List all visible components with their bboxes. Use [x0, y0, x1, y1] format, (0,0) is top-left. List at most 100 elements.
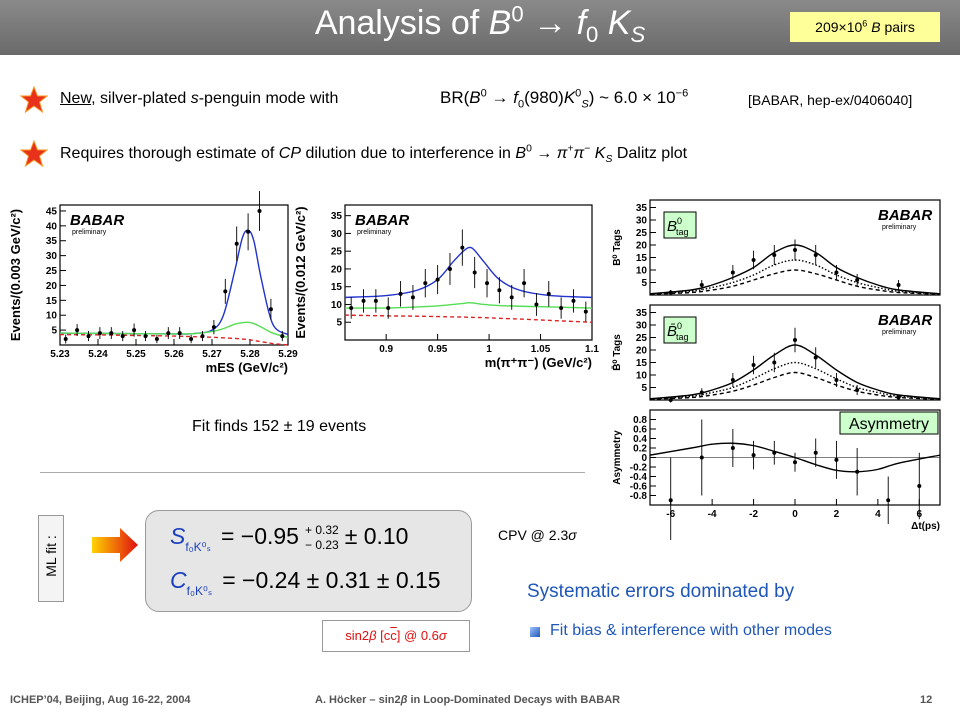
y-tick-label: 30: [636, 321, 648, 332]
data-point: [699, 283, 704, 287]
data-point: [751, 453, 756, 458]
text: π: [573, 145, 585, 162]
tag-text: tag: [676, 227, 689, 237]
y-tick-label: 0.6: [633, 425, 647, 436]
data-point: [772, 360, 777, 365]
x-tick-label: 0.9: [379, 344, 393, 355]
y-axis-label: B⁰ Tags: [612, 229, 623, 266]
data-point: [699, 390, 704, 395]
data-point: [559, 306, 564, 311]
y-tick-label: -0.4: [630, 472, 648, 483]
y-tick-label: 40: [46, 221, 58, 232]
text: CPV @ 2.3: [498, 527, 569, 543]
text: ) ~ 6.0 × 10: [588, 88, 676, 107]
title-text: f: [576, 4, 587, 42]
y-tick-label: 35: [636, 308, 648, 319]
badge: 209×106 B pairs: [790, 12, 940, 42]
text: f₀K⁰ₛ: [186, 584, 213, 598]
y-tick-label: 5: [51, 326, 57, 337]
fit-curve: [649, 361, 941, 400]
data-point: [63, 337, 68, 342]
x-tick-label: 5.26: [164, 349, 184, 360]
text: −: [584, 143, 591, 155]
tag-text: B̄: [667, 323, 677, 340]
data-point: [132, 328, 137, 333]
bullet-text: New, silver-plated s-penguin mode with: [60, 90, 338, 108]
text: →: [531, 145, 557, 162]
y-tick-label: 30: [636, 216, 648, 227]
data-point: [896, 395, 901, 400]
x-tick-label: 1.05: [531, 344, 551, 355]
data-point: [534, 302, 539, 307]
data-point: [349, 306, 354, 311]
data-point: [268, 307, 273, 312]
fit-curve: [344, 246, 593, 299]
y-axis-label: B̄⁰ Tags: [611, 334, 623, 371]
data-point: [109, 331, 114, 336]
logo-note: preliminary: [357, 229, 392, 236]
text: ] @ 0.6: [396, 628, 439, 643]
text: (980): [524, 88, 564, 107]
text: 0: [480, 87, 487, 100]
y-tick-label: 35: [636, 203, 648, 214]
text: β: [369, 628, 377, 643]
data-point: [423, 281, 428, 286]
fit-curve: [649, 259, 941, 295]
y-tick-label: 45: [46, 206, 58, 217]
fit-curve: [59, 333, 289, 346]
x-axis-label: Δt(ps): [911, 521, 940, 532]
fit-curve: [649, 269, 941, 295]
data-point: [834, 378, 839, 382]
text: ± 0.10: [344, 523, 409, 550]
title-text: 0: [586, 21, 599, 47]
data-point: [472, 270, 477, 275]
text: K: [563, 88, 576, 107]
x-tick-label: 5.25: [126, 349, 146, 360]
data-point: [257, 208, 262, 213]
separator: [40, 472, 585, 473]
text: f₀K⁰ₛ: [185, 540, 211, 555]
data-point: [75, 328, 80, 333]
text: +: [567, 143, 574, 155]
y-tick-label: 5: [336, 318, 342, 329]
text: →: [486, 88, 514, 107]
logo-note: preliminary: [882, 329, 917, 336]
y-tick-label: 20: [46, 281, 58, 292]
text: CP: [278, 145, 302, 162]
y-tick-label: 30: [46, 251, 58, 262]
y-tick-label: 20: [636, 241, 648, 252]
y-tick-label: 10: [331, 300, 343, 311]
x-tick-label: 4: [875, 509, 881, 520]
data-point: [410, 295, 415, 300]
text: − 0.23: [304, 538, 339, 552]
data-point: [699, 455, 704, 460]
text: β: [400, 694, 408, 706]
text: B: [469, 88, 481, 107]
text: π: [556, 145, 568, 162]
data-point: [886, 498, 891, 503]
data-point: [730, 378, 735, 382]
tag-box: [839, 411, 939, 435]
title: Analysis of B0 → f0 KS: [0, 3, 960, 45]
data-point: [583, 309, 588, 314]
y-tick-label: 10: [46, 311, 58, 322]
data-point: [485, 281, 490, 286]
data-point: [793, 338, 797, 342]
data-point: [246, 229, 251, 234]
data-point: [855, 388, 860, 392]
ml-fit-label: ML fit :: [43, 535, 59, 577]
text: σ: [568, 527, 577, 543]
footer-center: A. Höcker – sin2β in Loop-Dominated Deca…: [315, 694, 620, 706]
data-point: [200, 334, 205, 339]
data-point: [497, 288, 502, 293]
y-tick-label: 15: [331, 282, 343, 293]
data-point: [143, 334, 148, 339]
data-point: [223, 289, 228, 294]
text: B: [515, 145, 527, 162]
text: K: [590, 145, 606, 162]
fit-curve: [344, 301, 593, 309]
data-point: [855, 469, 860, 474]
x-axis-label: mES (GeV/c²): [206, 360, 288, 375]
text: dilution due to interference in: [301, 145, 516, 162]
y-tick-label: 15: [636, 358, 648, 369]
